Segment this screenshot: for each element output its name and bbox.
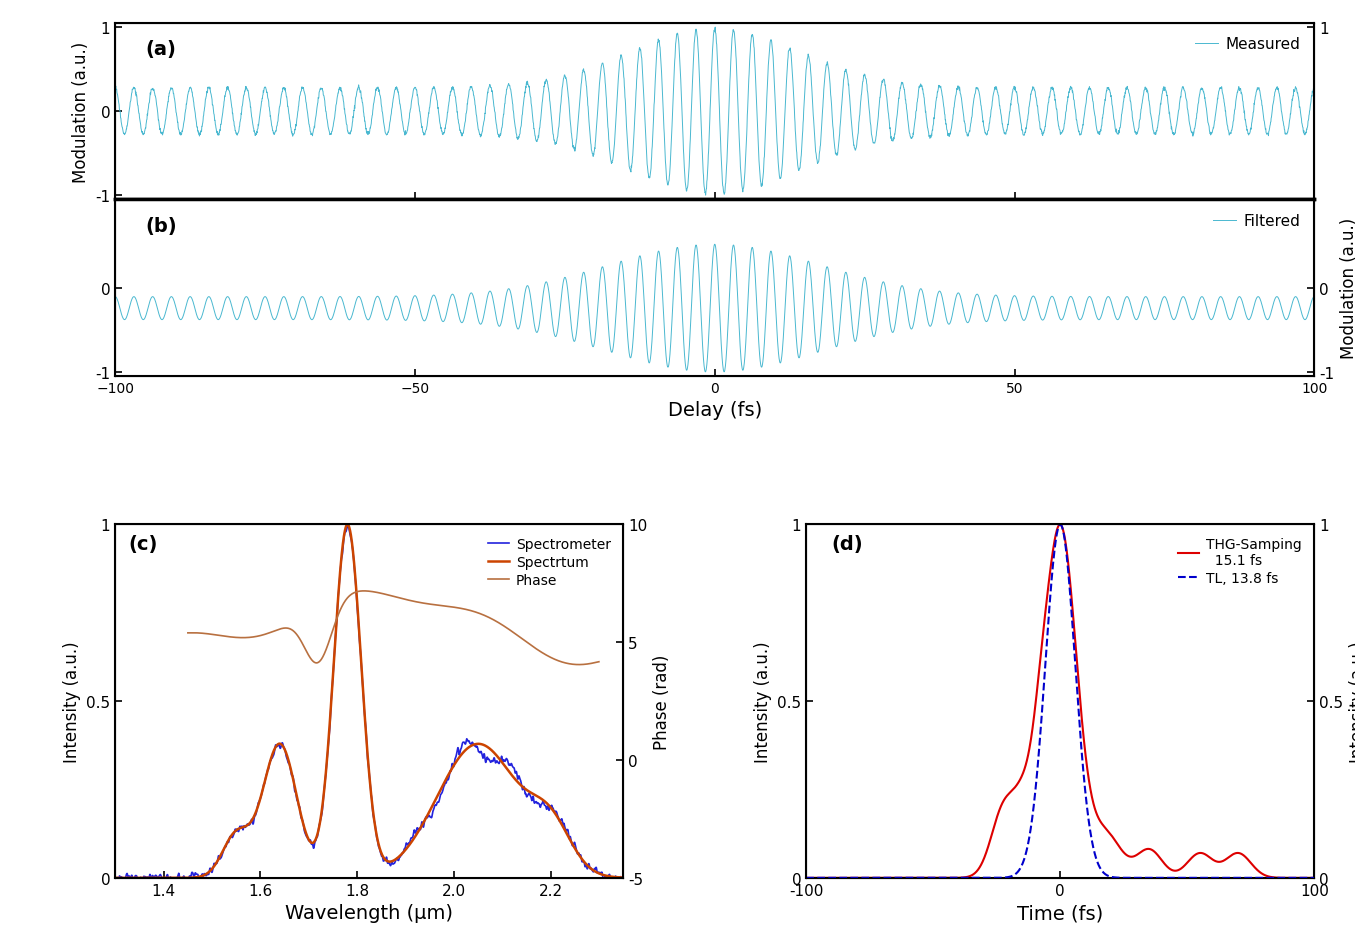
Y-axis label: Intensity (a.u.): Intensity (a.u.): [62, 641, 81, 762]
X-axis label: Delay (fs): Delay (fs): [668, 401, 762, 420]
Legend: Measured: Measured: [1190, 31, 1306, 59]
Text: (b): (b): [145, 217, 176, 236]
Y-axis label: Modulation (a.u.): Modulation (a.u.): [1340, 218, 1355, 359]
Legend: THG-Samping
  15.1 fs, TL, 13.8 fs: THG-Samping 15.1 fs, TL, 13.8 fs: [1173, 531, 1308, 591]
Text: (a): (a): [145, 41, 176, 59]
Legend: Spectrometer, Spectrtum, Phase: Spectrometer, Spectrtum, Phase: [482, 531, 617, 593]
Y-axis label: Intensity (a.u.): Intensity (a.u.): [1348, 641, 1355, 762]
Legend: Filtered: Filtered: [1207, 208, 1306, 235]
Text: (d): (d): [832, 534, 863, 553]
Y-axis label: Modulation (a.u.): Modulation (a.u.): [72, 42, 89, 182]
X-axis label: Time (fs): Time (fs): [1018, 903, 1103, 922]
X-axis label: Wavelength (μm): Wavelength (μm): [286, 903, 453, 922]
Text: (c): (c): [127, 534, 157, 553]
Y-axis label: Phase (rad): Phase (rad): [653, 654, 671, 749]
Y-axis label: Intensity (a.u.): Intensity (a.u.): [753, 641, 772, 762]
